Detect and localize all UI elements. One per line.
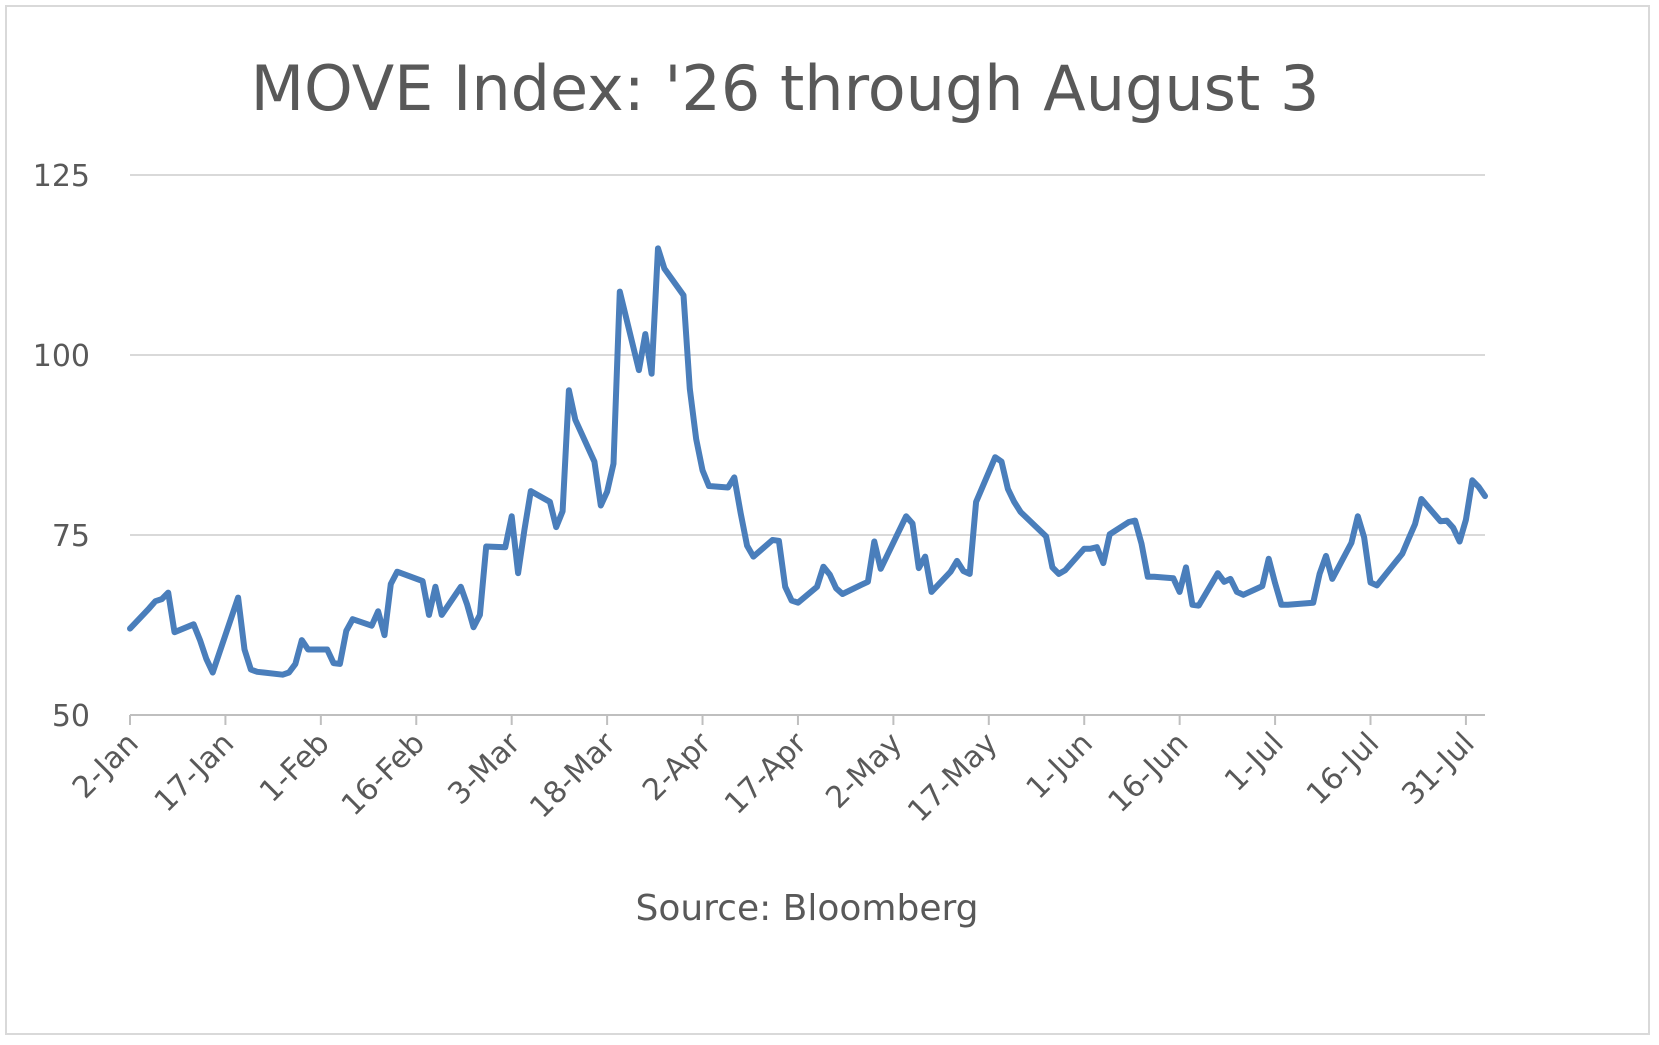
- y-tick-label: 100: [33, 339, 90, 374]
- x-tick-label: 16-Jul: [1300, 726, 1386, 812]
- y-tick-label: 50: [52, 699, 90, 734]
- x-tick-label: 17-May: [901, 726, 1004, 829]
- x-tick-label: 1-Feb: [253, 726, 336, 809]
- chart-frame: MOVE Index: '26 through August 3 50 75 100…: [5, 5, 1650, 1035]
- y-axis: 50 75 100 125: [33, 159, 90, 734]
- x-tick-label: 17-Apr: [718, 725, 814, 821]
- x-axis-label: Source: Bloomberg: [635, 888, 978, 929]
- move-index-line-chart: MOVE Index: '26 through August 3 50 75 100…: [33, 52, 1488, 929]
- x-tick-label: 16-Feb: [335, 726, 432, 823]
- x-tick-label: 2-Apr: [636, 725, 719, 808]
- series-line-0: [127, 245, 1488, 678]
- chart-title: MOVE Index: '26 through August 3: [251, 52, 1320, 125]
- x-tick-label: 1-Jun: [1020, 726, 1100, 806]
- x-tick-label: 17-Jan: [148, 726, 241, 819]
- x-tick-label: 2-May: [819, 726, 909, 816]
- x-tick-label: 2-Jan: [66, 726, 146, 806]
- y-tick-label: 75: [52, 519, 90, 554]
- gridlines: [130, 174, 1485, 536]
- x-tick-label: 1-Jul: [1218, 726, 1291, 799]
- x-tick-label: 18-Mar: [523, 725, 623, 825]
- x-tick-label: 31-Jul: [1395, 726, 1481, 812]
- series-layer: [127, 245, 1488, 678]
- y-tick-label: 125: [33, 159, 90, 194]
- x-tick-label: 3-Mar: [441, 725, 527, 811]
- x-tick-label: 16-Jun: [1102, 726, 1196, 820]
